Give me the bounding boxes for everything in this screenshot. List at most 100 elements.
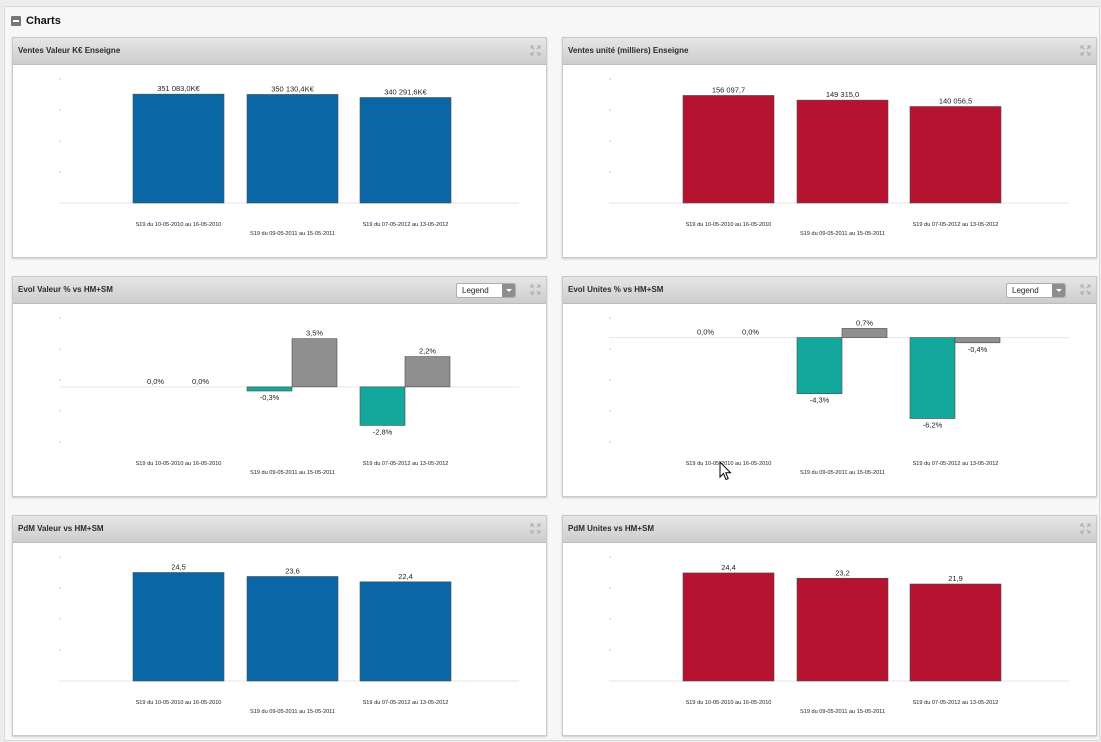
x-tick-label: S19 du 10-05-2010 au 16-05-2010 (686, 222, 772, 228)
chart-area: 24,4 23,2 21,9 S19 du 10-05-2010 au 16-05-2… (563, 543, 1096, 735)
data-label: 2,2% (419, 347, 436, 356)
section-header[interactable]: Charts (11, 14, 61, 28)
x-tick-label: S19 du 09-05-2011 au 15-05-2011 (250, 231, 335, 237)
chart-bar[interactable] (246, 576, 339, 682)
x-tick-label: S19 du 07-05-2012 au 13-05-2012 (363, 700, 449, 706)
x-tick-label: S19 du 09-05-2011 au 15-05-2011 (250, 470, 335, 476)
chart-bar[interactable] (246, 94, 339, 204)
mouse-cursor-icon (719, 461, 732, 481)
x-tick-label: S19 du 10-05-2010 au 16-05-2010 (686, 700, 772, 706)
bar-chart: 24,5 23,6 22,4 S19 du 10-05-2010 au 16-05-2… (59, 556, 519, 715)
x-tick-label: S19 du 10-05-2010 au 16-05-2010 (686, 461, 772, 467)
maximize-icon[interactable] (1080, 45, 1091, 56)
x-tick-label: S19 du 09-05-2011 au 15-05-2011 (250, 709, 335, 715)
chart-panel: Ventes unité (milliers) Enseigne 156 097,… (562, 37, 1097, 258)
chart-bar[interactable] (796, 577, 889, 682)
data-label: -0,3% (260, 393, 280, 402)
data-label: -4,3% (810, 396, 830, 405)
panel-header: PdM Valeur vs HM+SM (13, 516, 546, 543)
x-tick-label: S19 du 07-05-2012 au 13-05-2012 (913, 700, 999, 706)
x-tick-label: S19 du 09-05-2011 au 15-05-2011 (800, 470, 885, 476)
chart-area: 0,0% -4,3% -6,2% 0,0% 0,7% -0,4% S19 du 10-05-… (563, 304, 1096, 496)
chart-bar[interactable] (796, 99, 889, 204)
data-label: 23,6 (285, 566, 300, 575)
bar-chart: 156 097,7 149 315,0 140 056,5 S19 du 10-05-… (609, 78, 1069, 237)
x-tick-label: S19 du 07-05-2012 au 13-05-2012 (913, 461, 999, 467)
data-label: 140 056,5 (939, 97, 972, 106)
panel-title: PdM Unites vs HM+SM (568, 524, 655, 533)
data-label: 156 097,7 (712, 85, 745, 94)
x-tick-label: S19 du 09-05-2011 au 15-05-2011 (800, 709, 885, 715)
panel-header: Evol Valeur % vs HM+SM Legend (13, 277, 546, 304)
chart-bar[interactable] (909, 106, 1002, 204)
data-label: 149 315,0 (826, 90, 859, 99)
data-label: 351 083,0K€ (157, 84, 200, 93)
chart-bar[interactable] (682, 95, 775, 204)
chart-bar[interactable] (404, 356, 451, 388)
chart-panel: Evol Unites % vs HM+SM Legend 0,0% -4,3% -6,… (562, 276, 1097, 497)
x-tick-label: S19 du 10-05-2010 au 16-05-2010 (136, 700, 222, 706)
data-label: -2,8% (373, 427, 393, 436)
maximize-icon[interactable] (530, 284, 541, 295)
chart-panel: Evol Valeur % vs HM+SM Legend 0,0% -0,3% -2,… (12, 276, 547, 497)
chart-bar[interactable] (796, 337, 843, 395)
data-label: -0,4% (968, 345, 988, 354)
panel-title: PdM Valeur vs HM+SM (18, 524, 104, 533)
chart-bar[interactable] (954, 337, 1001, 344)
chart-bar[interactable] (909, 583, 1002, 682)
data-label: 0,0% (192, 377, 209, 386)
x-tick-label: S19 du 10-05-2010 au 16-05-2010 (136, 461, 222, 467)
chart-bar[interactable] (359, 581, 452, 682)
panel-header: Ventes Valeur K€ Enseigne (13, 38, 546, 65)
charts-section: Charts Ventes Valeur K€ Enseigne 351 083,… (4, 6, 1100, 741)
chart-area: 0,0% -0,3% -2,8% 0,0% 3,5% 2,2% S19 du 10-05-2… (13, 304, 546, 496)
data-label: 0,7% (856, 318, 873, 327)
panel-header: Ventes unité (milliers) Enseigne (563, 38, 1096, 65)
data-label: 0,0% (697, 328, 714, 337)
maximize-icon[interactable] (530, 523, 541, 534)
collapse-icon[interactable] (11, 16, 21, 26)
data-label: 3,5% (306, 329, 323, 338)
maximize-icon[interactable] (530, 45, 541, 56)
data-label: 24,5 (171, 563, 186, 572)
chart-bar[interactable] (132, 572, 225, 682)
chart-area: 351 083,0K€ 350 130,4K€ 340 291,6K€ S19 du … (13, 65, 546, 257)
chevron-down-icon[interactable] (1052, 284, 1065, 297)
data-label: -6,2% (923, 421, 943, 430)
chart-bar[interactable] (246, 386, 293, 392)
x-tick-label: S19 du 07-05-2012 au 13-05-2012 (363, 222, 449, 228)
bar-chart: 351 083,0K€ 350 130,4K€ 340 291,6K€ S19 du … (59, 78, 519, 237)
maximize-icon[interactable] (1080, 284, 1091, 295)
chart-bar[interactable] (359, 97, 452, 204)
panel-title: Ventes unité (milliers) Enseigne (568, 46, 689, 55)
panel-header: PdM Unites vs HM+SM (563, 516, 1096, 543)
chart-bar[interactable] (841, 328, 888, 338)
chart-panel: PdM Unites vs HM+SM 24,4 23,2 21,9 S19 du 10… (562, 515, 1097, 736)
chart-area: 24,5 23,6 22,4 S19 du 10-05-2010 au 16-05-2… (13, 543, 546, 735)
legend-dropdown[interactable]: Legend (1006, 283, 1066, 298)
chart-panel: PdM Valeur vs HM+SM 24,5 23,6 22,4 S19 du 10… (12, 515, 547, 736)
chart-bar[interactable] (909, 337, 956, 419)
data-label: 22,4 (398, 572, 413, 581)
data-label: 0,0% (742, 328, 759, 337)
panel-title: Evol Valeur % vs HM+SM (18, 285, 113, 294)
x-tick-label: S19 du 09-05-2011 au 15-05-2011 (800, 231, 885, 237)
chevron-down-icon[interactable] (502, 284, 515, 297)
chart-area: 156 097,7 149 315,0 140 056,5 S19 du 10-05-… (563, 65, 1096, 257)
chart-bar[interactable] (682, 572, 775, 682)
chart-bar[interactable] (359, 386, 406, 426)
chart-panel: Ventes Valeur K€ Enseigne 351 083,0K€ 350 … (12, 37, 547, 258)
chart-bar[interactable] (291, 338, 338, 388)
panel-header: Evol Unites % vs HM+SM Legend (563, 277, 1096, 304)
section-title: Charts (26, 15, 61, 27)
bar-chart: 0,0% -0,3% -2,8% 0,0% 3,5% 2,2% S19 du 10-05-2… (59, 317, 519, 476)
data-label: 0,0% (147, 377, 164, 386)
data-label: 23,2 (835, 568, 850, 577)
maximize-icon[interactable] (1080, 523, 1091, 534)
panel-title: Ventes Valeur K€ Enseigne (18, 46, 121, 55)
chart-bar[interactable] (132, 93, 225, 204)
data-label: 24,4 (721, 563, 736, 572)
legend-dropdown[interactable]: Legend (456, 283, 516, 298)
x-tick-label: S19 du 10-05-2010 au 16-05-2010 (136, 222, 222, 228)
legend-dropdown-label: Legend (1012, 286, 1039, 295)
